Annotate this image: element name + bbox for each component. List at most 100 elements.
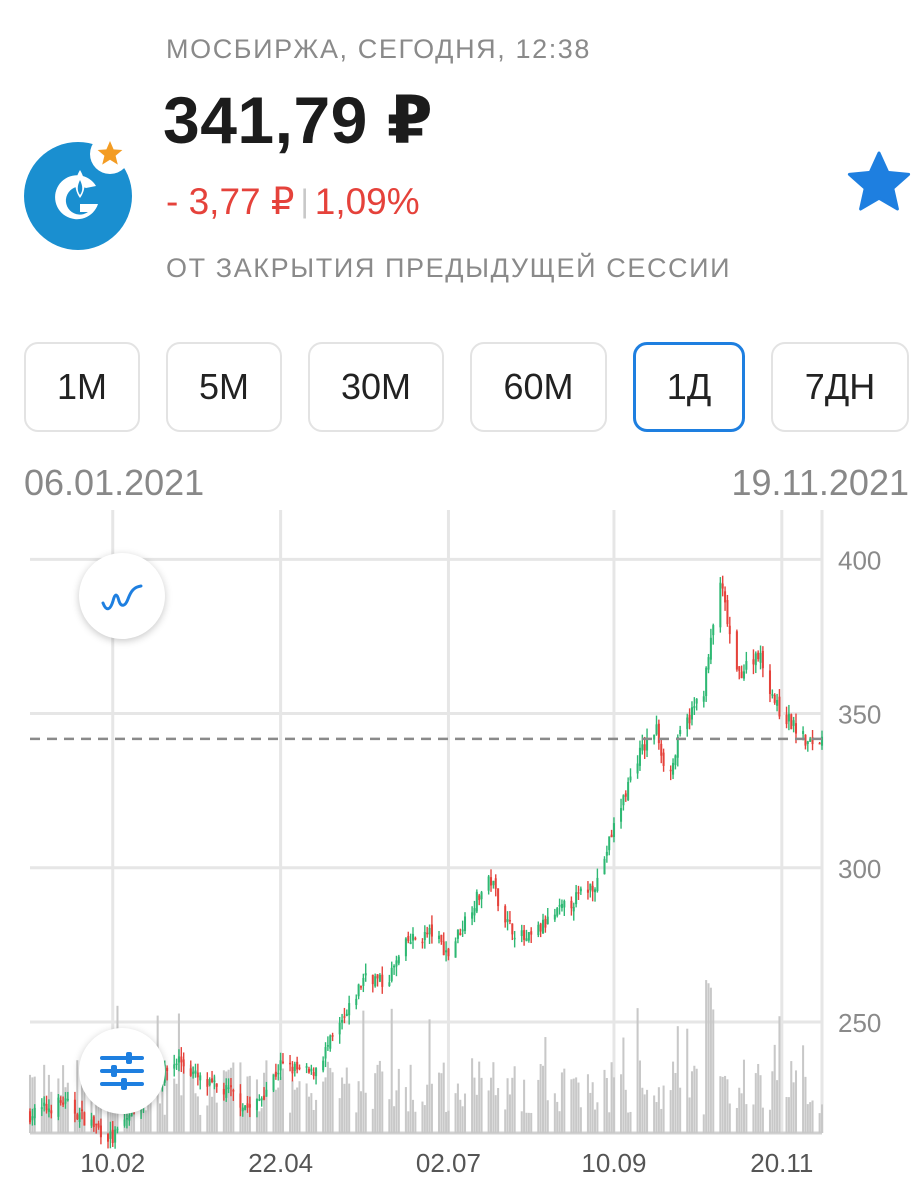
volume-bar — [820, 1104, 824, 1133]
candle-body — [289, 1062, 292, 1065]
candle-body — [312, 1072, 315, 1076]
candle-body — [376, 974, 379, 979]
candle-body — [281, 1061, 284, 1064]
volume-bar — [494, 1095, 497, 1133]
candle-body — [92, 1116, 95, 1128]
volume-bar — [575, 1077, 578, 1133]
candle-body — [641, 744, 644, 751]
candle-body — [263, 1095, 266, 1100]
candle-body — [804, 734, 807, 746]
volume-bar — [454, 1093, 457, 1133]
volume-bar — [586, 1074, 589, 1133]
candle-body — [724, 591, 727, 603]
volume-bar — [277, 1087, 280, 1133]
candle-body — [78, 1112, 81, 1122]
candle-body — [570, 900, 573, 909]
candle-body — [605, 851, 608, 856]
volume-bar — [194, 1093, 197, 1133]
candle-body — [707, 657, 710, 670]
timeframe-60m-button[interactable]: 60М — [470, 342, 607, 432]
candle-body — [776, 699, 779, 706]
timeframe-7d-button[interactable]: 7ДН — [771, 342, 909, 432]
volume-bar — [371, 1108, 374, 1133]
candle-body — [189, 1068, 192, 1076]
line-chart-icon — [101, 584, 143, 611]
volume-bar — [530, 1112, 533, 1133]
timeframe-5m-button[interactable]: 5М — [166, 342, 282, 432]
candle-body — [414, 937, 417, 940]
favorite-star-icon[interactable] — [846, 150, 912, 216]
candle-body — [246, 1103, 249, 1108]
candle-body — [527, 932, 530, 941]
volume-bar — [229, 1067, 232, 1133]
volume-bar — [180, 1095, 183, 1133]
volume-bar — [189, 1064, 192, 1133]
volume-bar — [407, 1111, 410, 1133]
volume-bar — [428, 1019, 431, 1133]
volume-bar — [546, 1100, 549, 1133]
volume-bar — [489, 1077, 493, 1133]
candle-body — [513, 937, 516, 940]
candle-body — [530, 931, 533, 935]
candle-body — [596, 877, 599, 892]
volume-bar — [478, 1061, 481, 1133]
candle-body — [757, 652, 760, 660]
volume-bar — [175, 1083, 178, 1133]
volume-bar — [326, 1061, 329, 1133]
volume-bar — [378, 1060, 381, 1133]
candle-body — [378, 974, 381, 982]
volume-bar — [388, 1099, 391, 1133]
x-tick-label: 10.02 — [80, 1148, 145, 1178]
volume-bar — [735, 1107, 738, 1133]
volume-bar — [759, 1075, 762, 1133]
volume-bar — [199, 1114, 202, 1133]
candle-body — [437, 935, 441, 940]
volume-bar — [293, 1089, 296, 1133]
candle-body — [206, 1079, 209, 1087]
volume-bar — [397, 1068, 400, 1133]
candle-body — [563, 900, 566, 908]
candle-body — [371, 974, 374, 985]
candle-body — [430, 924, 433, 937]
candle-body — [307, 1068, 310, 1073]
change-separator: | — [300, 183, 309, 219]
volume-bar — [676, 1026, 679, 1133]
volume-bar — [414, 1111, 417, 1133]
volume-bar — [355, 1112, 358, 1133]
candle-body — [244, 1105, 247, 1110]
candle-body — [62, 1102, 65, 1105]
volume-bar — [395, 1090, 398, 1133]
volume-bar — [173, 1078, 176, 1133]
candle-body — [506, 919, 509, 922]
candle-body — [409, 941, 412, 944]
volume-bar — [643, 1094, 646, 1133]
volume-bar — [45, 1106, 48, 1133]
candle-body — [426, 932, 429, 935]
volume-bar — [274, 1089, 277, 1133]
candle-body — [463, 916, 467, 932]
chart-settings-button[interactable] — [79, 1028, 165, 1114]
volume-bar — [64, 1087, 67, 1133]
timeframe-30m-button[interactable]: 30М — [308, 342, 444, 432]
candle-body — [388, 982, 391, 986]
volume-bar — [544, 1037, 547, 1133]
volume-bar — [281, 1068, 284, 1133]
candle-body — [293, 1063, 296, 1071]
candle-body — [445, 950, 448, 953]
volume-bar — [147, 1103, 150, 1133]
volume-bar — [787, 1097, 790, 1133]
volume-bar — [374, 1073, 377, 1133]
volume-bar — [421, 1101, 424, 1133]
volume-bar — [310, 1093, 313, 1133]
volume-bar — [211, 1096, 214, 1133]
volume-bar — [579, 1107, 582, 1133]
volume-bar — [527, 1112, 530, 1133]
candle-body — [390, 967, 393, 981]
volume-bar — [66, 1082, 69, 1133]
volume-bar — [773, 1044, 776, 1133]
timeframe-1d-button[interactable]: 1Д — [633, 342, 745, 432]
y-tick-label: 250 — [838, 1008, 881, 1038]
chart-type-button[interactable] — [79, 553, 165, 639]
timeframe-1m-button[interactable]: 1М — [24, 342, 140, 432]
candle-body — [761, 650, 764, 669]
